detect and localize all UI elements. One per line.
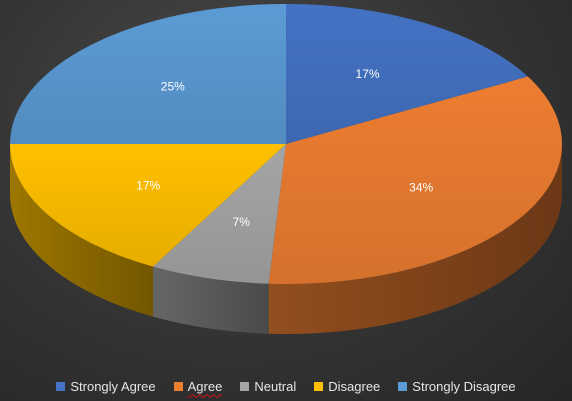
pie-slices bbox=[10, 4, 563, 284]
pie-slice-disagree bbox=[10, 144, 286, 267]
data-label-strongly-disagree: 25% bbox=[161, 80, 185, 94]
legend-swatch-strongly-agree bbox=[56, 381, 66, 391]
legend-item-strongly-disagree: Strongly Disagree bbox=[398, 378, 516, 394]
chart-legend: Strongly Agree Agree Neutral Disagree Strong… bbox=[0, 376, 572, 396]
legend-item-agree: Agree bbox=[173, 378, 223, 394]
legend-item-disagree: Disagree bbox=[314, 379, 380, 394]
pie-slice-strongly-agree bbox=[286, 4, 528, 144]
pie-slice-neutral bbox=[153, 144, 286, 284]
data-label-disagree: 17% bbox=[136, 178, 160, 192]
legend-label-disagree: Disagree bbox=[328, 378, 381, 394]
legend-item-strongly-agree: Strongly Agree bbox=[56, 378, 156, 394]
data-label-neutral: 7% bbox=[233, 215, 251, 229]
legend-label-strongly-agree: Strongly Agree bbox=[70, 378, 156, 394]
legend-swatch-disagree bbox=[314, 381, 324, 391]
pie-side-neutral bbox=[153, 266, 269, 334]
legend-swatch-strongly-disagree bbox=[398, 381, 408, 391]
legend-item-neutral: Neutral bbox=[240, 379, 296, 394]
legend-label-neutral: Neutral bbox=[254, 378, 297, 394]
pie-slice-strongly-disagree bbox=[10, 4, 286, 144]
pie-side-agree bbox=[268, 144, 562, 335]
pie-slice-agree bbox=[268, 76, 563, 284]
legend-label-strongly-disagree: Strongly Disagree bbox=[412, 378, 516, 394]
legend-swatch-neutral bbox=[240, 381, 250, 391]
pie-data-labels: 17% 34% 7% 17% 25% bbox=[136, 67, 433, 229]
legend-label-agree: Agree bbox=[187, 378, 223, 394]
data-label-agree: 34% bbox=[409, 181, 433, 195]
data-label-strongly-agree: 17% bbox=[355, 67, 379, 81]
pie-side-walls bbox=[10, 144, 562, 335]
pie-side-disagree bbox=[10, 144, 154, 317]
legend-swatch-agree bbox=[173, 381, 183, 391]
